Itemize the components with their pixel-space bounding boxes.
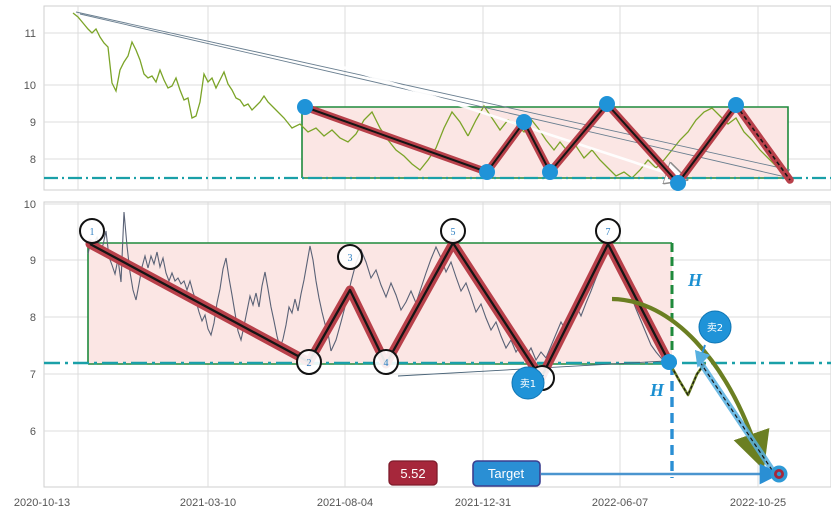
breakdown-pivot-marker[interactable] — [661, 354, 677, 370]
lower-price-line — [87, 211, 332, 352]
lower-ytick-3: 7 — [30, 369, 36, 381]
target-badge[interactable]: Target — [472, 460, 541, 487]
pivot-marker[interactable] — [516, 114, 532, 130]
xtick-1: 2021-03-10 — [180, 497, 236, 509]
lower-ytick-1: 9 — [30, 255, 36, 267]
height-label-upper: H — [687, 270, 703, 290]
pivot-marker[interactable] — [297, 99, 313, 115]
height-label-lower: H — [649, 380, 665, 400]
x-axis: 2020-10-13 2021-03-10 2021-08-04 2021-12… — [14, 497, 786, 509]
upper-pane — [44, 11, 831, 191]
upper-pivot-markers — [297, 96, 744, 191]
sell-signal-1-text: 卖1 — [520, 378, 536, 390]
lower-ytick-2: 8 — [30, 312, 36, 324]
wave-label-7-text: 7 — [606, 227, 611, 238]
upper-price-line — [72, 12, 469, 171]
wave-label-7[interactable]: 7 — [595, 218, 621, 244]
pivot-marker[interactable] — [728, 97, 744, 113]
upper-trend-arrow — [299, 51, 676, 176]
wave-label-1[interactable]: 1 — [79, 218, 105, 244]
wave-label-2-text: 2 — [307, 358, 312, 369]
descent-arrow-core — [699, 361, 773, 471]
lower-ytick-4: 6 — [30, 426, 36, 438]
upper-price-line-cont — [467, 104, 789, 179]
sell2-pointer — [694, 344, 711, 368]
lower-pane: 1 2 3 4 5 6 7 — [44, 211, 831, 487]
upper-grid — [44, 6, 831, 190]
price-badge-text: 5.52 — [400, 466, 425, 481]
pivot-marker[interactable] — [479, 164, 495, 180]
upper-y-axis: 11 10 9 8 — [24, 28, 36, 166]
upper-ytick-1: 10 — [24, 80, 36, 92]
lower-zigzag-core — [89, 241, 671, 380]
price-badge[interactable]: 5.52 — [388, 460, 438, 486]
retest-path-core — [668, 361, 706, 397]
upper-ytick-0: 11 — [25, 28, 36, 40]
xtick-3: 2021-12-31 — [455, 497, 511, 509]
pivot-marker[interactable] — [542, 164, 558, 180]
upper-ytick-3: 8 — [30, 154, 36, 166]
projection-arc — [611, 296, 770, 470]
lower-y-axis: 10 9 8 7 6 — [24, 199, 36, 438]
wave-label-4[interactable]: 4 — [373, 349, 399, 375]
pivot-marker[interactable] — [670, 175, 686, 191]
wave-label-3[interactable]: 3 — [337, 244, 363, 270]
wave-label-1-text: 1 — [90, 227, 95, 238]
upper-zigzag-core-dashed — [735, 104, 791, 181]
xtick-4: 2022-06-07 — [592, 497, 648, 509]
wave-label-5[interactable]: 5 — [440, 218, 466, 244]
xtick-5: 2022-10-25 — [730, 497, 786, 509]
target-marker[interactable] — [770, 465, 788, 483]
wave-label-3-text: 3 — [348, 253, 353, 264]
upper-trendline-1 — [75, 11, 791, 171]
xtick-0: 2020-10-13 — [14, 497, 70, 509]
xtick-2: 2021-08-04 — [317, 497, 373, 509]
target-badge-text: Target — [488, 466, 525, 481]
upper-ytick-2: 9 — [30, 117, 36, 129]
upper-consolidation-box — [301, 106, 789, 178]
sell-signal-2[interactable]: 卖2 — [698, 310, 732, 344]
wave-label-4-text: 4 — [384, 358, 389, 369]
sell-signal-2-text: 卖2 — [707, 322, 723, 334]
wave-label-5-text: 5 — [451, 227, 456, 238]
pivot-marker[interactable] — [599, 96, 615, 112]
lower-ytick-0: 10 — [24, 199, 36, 211]
wave-label-2[interactable]: 2 — [296, 349, 322, 375]
sell-signal-1[interactable]: 卖1 — [511, 366, 545, 400]
